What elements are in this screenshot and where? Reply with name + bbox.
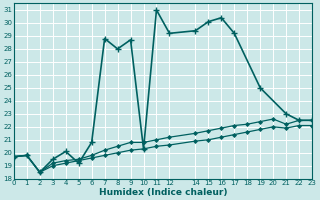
X-axis label: Humidex (Indice chaleur): Humidex (Indice chaleur)	[99, 188, 227, 197]
